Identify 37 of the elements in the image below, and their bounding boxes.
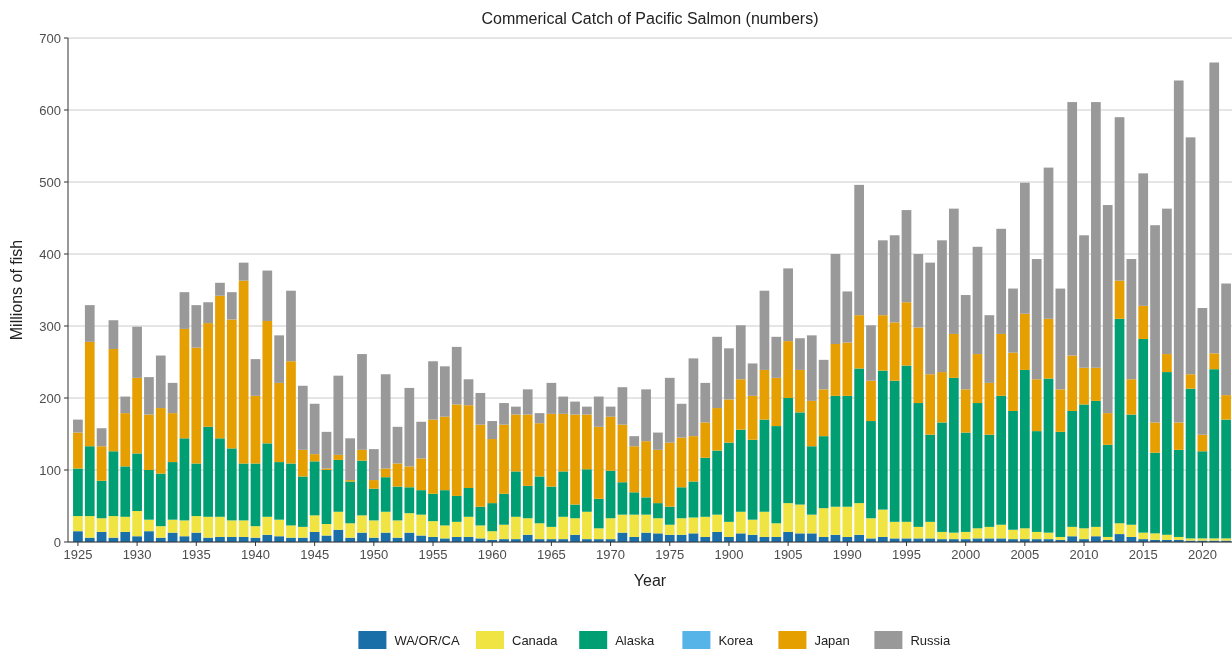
y-tick-label: 500 bbox=[39, 174, 61, 190]
chart-title: Commerical Catch of Pacific Salmon (numbers) bbox=[481, 10, 819, 27]
x-tick-label: 2010 bbox=[1069, 547, 1099, 562]
x-tick-label: 1905 bbox=[773, 547, 803, 562]
x-tick-label: 1955 bbox=[418, 547, 448, 562]
x-tick-label: 2000 bbox=[951, 547, 981, 562]
y-tick-label: 0 bbox=[53, 534, 61, 550]
x-axis-title: Year bbox=[633, 572, 667, 589]
y-tick-label: 400 bbox=[39, 246, 61, 262]
y-tick-label: 700 bbox=[39, 30, 61, 46]
y-tick-label: 600 bbox=[39, 102, 61, 118]
y-tick-label: 100 bbox=[39, 462, 61, 478]
x-tick-label: 1930 bbox=[122, 547, 152, 562]
x-tick-label: 1995 bbox=[892, 547, 921, 562]
legend-label: WA/OR/CA bbox=[394, 632, 460, 648]
x-tick-label: 2020 bbox=[1187, 547, 1217, 562]
x-tick-label: 1990 bbox=[832, 547, 862, 562]
y-tick-label: 200 bbox=[39, 390, 61, 406]
x-tick-label: 1950 bbox=[359, 547, 389, 562]
x-tick-label: 1900 bbox=[714, 547, 744, 562]
legend-label: Alaska bbox=[615, 632, 655, 648]
legend-label: Korea bbox=[718, 632, 754, 648]
y-axis-title: Millions of fish bbox=[8, 239, 25, 341]
legend-label: Russia bbox=[910, 632, 951, 648]
x-tick-label: 1925 bbox=[63, 547, 93, 562]
x-tick-label: 1940 bbox=[241, 547, 270, 562]
x-tick-label: 1965 bbox=[536, 547, 566, 562]
x-tick-label: 2005 bbox=[1010, 547, 1040, 562]
x-tick-label: 1975 bbox=[655, 547, 685, 562]
x-tick-label: 1960 bbox=[477, 547, 507, 562]
y-tick-label: 300 bbox=[39, 318, 61, 334]
x-tick-label: 2015 bbox=[1128, 547, 1158, 562]
legend-label: Canada bbox=[512, 632, 559, 648]
x-tick-label: 1970 bbox=[596, 547, 626, 562]
x-tick-label: 1935 bbox=[181, 547, 211, 562]
x-tick-label: 1945 bbox=[300, 547, 330, 562]
legend-label: Japan bbox=[814, 632, 850, 648]
